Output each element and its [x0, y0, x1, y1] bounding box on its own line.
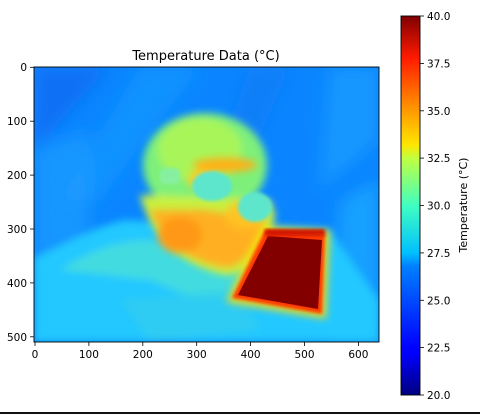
y-tick-label: 100: [7, 116, 27, 128]
eyeglasses-region: [160, 168, 272, 222]
y-tick-label: 400: [7, 278, 27, 290]
y-axis: 0 100 200 300 400 500: [7, 62, 34, 344]
x-tick-label: 600: [348, 349, 368, 361]
colorbar-tick-label: 32.5: [427, 153, 450, 165]
colorbar-tick-label: 40.0: [427, 11, 450, 23]
colorbar-gradient: [400, 15, 421, 396]
x-tick-label: 400: [241, 349, 261, 361]
colorbar-tick-label: 35.0: [427, 106, 450, 118]
x-tick-label: 500: [294, 349, 314, 361]
colorbar-tick-label: 20.0: [427, 390, 450, 402]
x-tick-label: 200: [133, 349, 153, 361]
x-tick-label: 300: [187, 349, 207, 361]
x-tick-label: 100: [79, 349, 99, 361]
y-tick-label: 200: [7, 170, 27, 182]
colorbar-tick-label: 27.5: [427, 248, 450, 260]
y-tick-label: 500: [7, 332, 27, 344]
colorbar: 20.0 22.5 25.0 27.5 30.0 32.5 35.0 37.5 …: [400, 11, 470, 402]
colorbar-tick-label: 22.5: [427, 343, 450, 355]
y-tick-label: 300: [7, 224, 27, 236]
colorbar-tick-label: 37.5: [427, 58, 450, 70]
thermal-image: [34, 67, 379, 342]
y-tick-label: 0: [20, 62, 27, 74]
colorbar-ticks: [420, 15, 424, 396]
x-tick-label: 0: [32, 349, 39, 361]
hot-plate-region: [226, 226, 330, 319]
x-axis: 0 100 200 300 400 500 600: [32, 342, 368, 361]
colorbar-tick-label: 30.0: [427, 201, 450, 213]
window-bottom-border: [0, 412, 480, 414]
colorbar-tick-label: 25.0: [427, 295, 450, 307]
chart-title: Temperature Data (°C): [131, 49, 279, 64]
plot-frame: [33, 66, 380, 343]
colorbar-label: Temperature (°C): [457, 158, 470, 254]
